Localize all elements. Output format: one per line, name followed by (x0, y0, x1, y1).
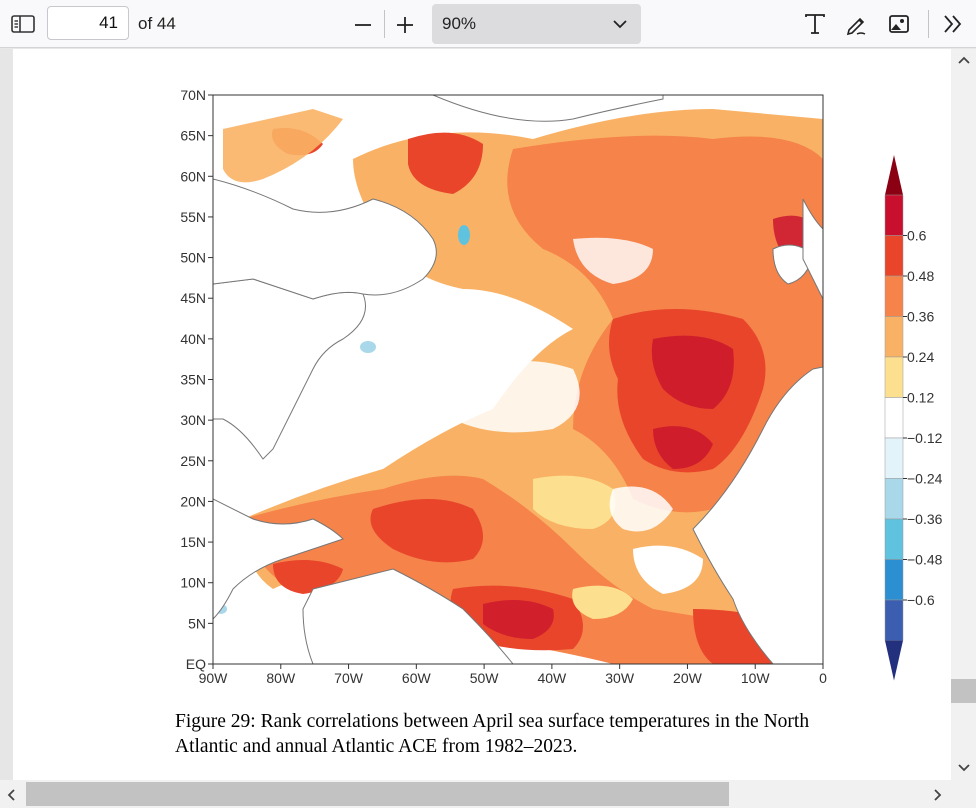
caption-line-1: Figure 29: Rank correlations between Apr… (175, 711, 810, 732)
lon-tick-label: 0 (819, 670, 827, 686)
colorbar-tick-label: 0.12 (907, 390, 934, 406)
longitude-axis: 90W 80W 70W 60W 50W 40W 30W 20W 10W 0 (199, 664, 827, 686)
text-tool-icon (805, 14, 825, 34)
pdf-page: 70N 65N 60N 55N 50N 45N 40N 35N 30N 25N 20N 15N 10N 5… (13, 49, 951, 780)
correlation-map-figure: 70N 65N 60N 55N 50N 45N 40N 35N 30N 25N 20N 15N 10N 5… (180, 87, 943, 686)
colorbar-tick-label: −0.6 (907, 592, 935, 608)
lon-tick-label: 40W (537, 670, 567, 686)
chevron-down-icon (613, 20, 627, 29)
page-count-label: of 44 (138, 14, 176, 33)
draw-button[interactable] (843, 10, 871, 38)
figure-caption: Figure 29: Rank correlations between Apr… (175, 709, 905, 759)
scroll-down-icon[interactable] (957, 763, 971, 773)
lon-tick-label: 80W (266, 670, 296, 686)
scroll-right-icon[interactable] (933, 788, 943, 802)
lon-tick-label: 20W (673, 670, 703, 686)
lat-tick-label: 25N (180, 453, 206, 469)
zoom-value: 90% (442, 14, 477, 33)
plus-icon (397, 17, 413, 33)
colorbar-tick-label: 0.48 (907, 268, 934, 284)
lat-tick-label: 55N (180, 209, 206, 225)
colorbar-segment (884, 518, 904, 560)
minus-icon (355, 24, 371, 26)
lat-tick-label: 35N (180, 372, 206, 388)
lat-tick-label: 65N (180, 128, 206, 144)
zoom-out-button[interactable] (350, 12, 376, 38)
correlation-field (213, 95, 823, 664)
colorbar-segment (884, 194, 904, 236)
lat-tick-label: 45N (180, 290, 206, 306)
page-number-input[interactable]: 41 (47, 6, 129, 40)
lat-tick-label: EQ (186, 656, 206, 672)
colorbar-segment (884, 437, 904, 479)
colorbar-tick-label: 0.6 (907, 228, 927, 244)
lat-tick-label: 50N (180, 250, 206, 266)
colorbar-tick-label: −0.24 (907, 471, 943, 487)
lon-tick-label: 50W (470, 670, 500, 686)
horizontal-scrollbar[interactable] (0, 780, 976, 808)
colorbar-segment (884, 599, 904, 641)
lon-tick-label: 90W (199, 670, 229, 686)
colorbar-tick-label: 0.36 (907, 309, 934, 325)
colorbar-bottom-tip (885, 640, 903, 681)
image-button[interactable] (885, 10, 913, 38)
double-chevron-right-icon (944, 15, 962, 33)
colorbar: 0.6 0.48 0.36 0.24 0.12 −0.12 −0.24 −0.36 −0.48 −… (884, 155, 943, 681)
colorbar-segment (884, 316, 904, 358)
tools-separator (928, 10, 929, 38)
lat-tick-label: 15N (180, 534, 206, 550)
vertical-scroll-thumb[interactable] (951, 679, 976, 703)
colorbar-tick-label: 0.24 (907, 349, 934, 365)
colorbar-tick-label: −0.36 (907, 511, 943, 527)
vertical-scrollbar[interactable] (951, 49, 976, 780)
zoom-separator (384, 10, 385, 38)
colorbar-segment (884, 478, 904, 520)
zoom-in-button[interactable] (392, 12, 418, 38)
scroll-left-icon[interactable] (6, 788, 16, 802)
colorbar-top-tip (885, 155, 903, 195)
image-icon (889, 15, 909, 33)
text-tool-button[interactable] (801, 10, 829, 38)
colorbar-tick-label: −0.12 (907, 430, 943, 446)
more-tools-button[interactable] (938, 10, 966, 38)
lat-tick-label: 5N (188, 615, 206, 631)
lat-tick-label: 10N (180, 575, 206, 591)
pen-icon (846, 17, 866, 36)
document-viewport[interactable]: 70N 65N 60N 55N 50N 45N 40N 35N 30N 25N 20N 15N 10N 5… (0, 49, 951, 780)
caption-line-2: Atlantic and annual Atlantic ACE from 19… (175, 736, 578, 757)
horizontal-scroll-thumb[interactable] (26, 782, 729, 806)
colorbar-segment (884, 397, 904, 439)
lon-tick-label: 60W (402, 670, 432, 686)
scroll-up-icon[interactable] (957, 55, 971, 65)
lon-tick-label: 30W (605, 670, 635, 686)
lat-tick-label: 30N (180, 412, 206, 428)
colorbar-segment (884, 356, 904, 398)
colorbar-segment (884, 559, 904, 601)
lat-tick-label: 70N (180, 87, 206, 103)
colorbar-tick-label: −0.48 (907, 552, 943, 568)
sidebar-toggle-button[interactable] (10, 12, 36, 36)
latitude-axis: 70N 65N 60N 55N 50N 45N 40N 35N 30N 25N 20N 15N 10N 5… (180, 87, 213, 672)
pdf-toolbar: 41 of 44 90% (0, 0, 976, 48)
lon-tick-label: 70W (334, 670, 364, 686)
sidebar-toggle-icon (11, 15, 35, 33)
lat-tick-label: 20N (180, 493, 206, 509)
colorbar-segment (884, 275, 904, 317)
lat-tick-label: 40N (180, 331, 206, 347)
lon-tick-label: 10W (741, 670, 771, 686)
lat-tick-label: 60N (180, 168, 206, 184)
colorbar-segment (884, 235, 904, 277)
zoom-select[interactable]: 90% (432, 4, 641, 44)
